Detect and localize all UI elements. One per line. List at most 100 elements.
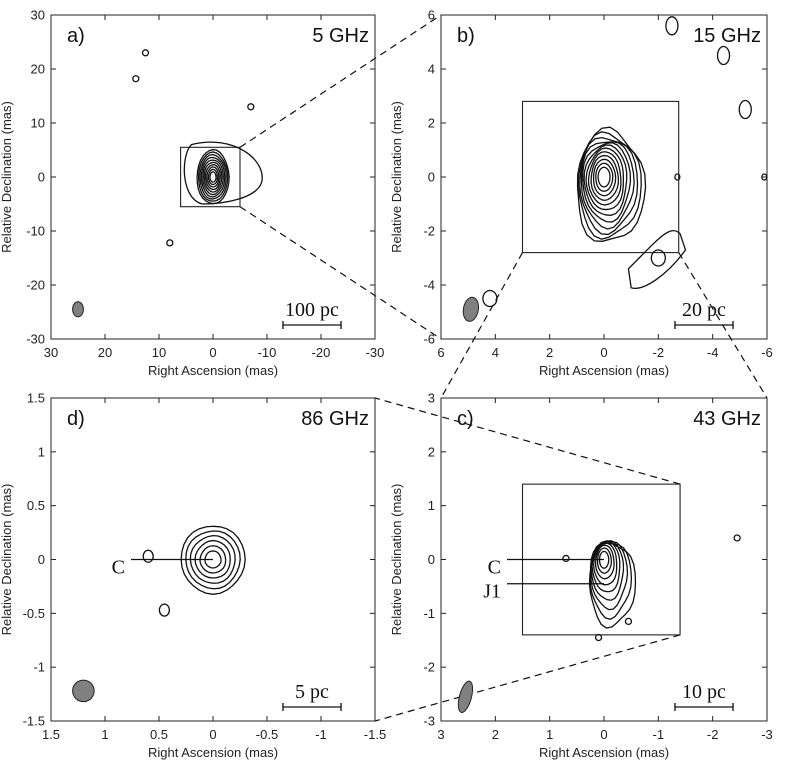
x-tick-label: 0 [600, 345, 607, 360]
y-tick-label: 30 [31, 8, 45, 23]
x-axis-label: Right Ascension (mas) [148, 745, 278, 760]
y-tick-label: 2 [428, 116, 435, 131]
x-tick-label: 30 [44, 345, 58, 360]
jet-component-outer [627, 229, 687, 289]
contour-level [579, 136, 639, 236]
isolated-component [594, 633, 603, 642]
component-label-c: C [488, 557, 501, 579]
y-tick-label: 0 [428, 552, 435, 567]
x-tick-label: -30 [366, 345, 385, 360]
y-tick-label: 4 [428, 62, 435, 77]
component-label-c: C [112, 557, 125, 579]
x-axis-label: Right Ascension (mas) [539, 745, 669, 760]
panel-d: 1.5 1 0.5 0 -0.5 -1 -1.51.510.50-0.5-1-1.5Righ… [0, 391, 386, 761]
x-tick-label: -2 [653, 345, 665, 360]
y-tick-label: 2 [428, 444, 435, 459]
x-tick-label: 3 [437, 727, 444, 742]
contour-level [592, 158, 617, 197]
isolated-component [141, 49, 150, 57]
contour-level [204, 163, 221, 191]
y-tick-label: -2 [423, 660, 435, 675]
contour-level [593, 542, 618, 586]
y-axis-label: Relative Declination (mas) [0, 484, 14, 636]
contour-level [587, 151, 622, 206]
isolated-component [562, 554, 570, 563]
core-contours [196, 148, 230, 205]
x-tick-label: 4 [492, 345, 499, 360]
contour-level [202, 159, 224, 196]
y-tick-label: -1 [33, 660, 45, 675]
y-axis-label: Relative Declination (mas) [389, 101, 404, 253]
contour-level [199, 154, 227, 200]
core-contours [576, 126, 647, 242]
y-tick-label: -10 [26, 224, 45, 239]
x-tick-label: -4 [707, 345, 719, 360]
isolated-component [482, 289, 498, 308]
y-axis-label: Relative Declination (mas) [389, 484, 404, 636]
contour-level [580, 141, 635, 230]
contour-level [200, 156, 226, 198]
x-axis-label: Right Ascension (mas) [148, 363, 278, 378]
x-tick-label: 20 [98, 345, 112, 360]
scale-bar-label: 20 pc [682, 299, 726, 321]
isolated-component [716, 45, 731, 66]
frequency-label: 15 GHz [693, 25, 761, 47]
contour-level [196, 148, 230, 205]
beam-ellipse [72, 679, 95, 703]
y-tick-label: 1 [428, 498, 435, 513]
contour-level [585, 147, 625, 211]
zoom-connector-lines [239, 14, 768, 722]
x-tick-label: 0 [600, 727, 607, 742]
scale-bar-label: 100 pc [285, 299, 339, 321]
isolated-component [738, 99, 752, 120]
x-tick-label: 10 [152, 345, 166, 360]
x-tick-label: -6 [761, 345, 773, 360]
contour-level [596, 547, 613, 574]
contour-level [590, 154, 620, 202]
contour-level [595, 162, 614, 192]
frequency-label: 86 GHz [301, 408, 369, 430]
panel-label: b) [457, 25, 475, 47]
isolated-component [132, 75, 140, 83]
zoom-connector [239, 14, 442, 148]
beam-ellipse [462, 296, 480, 322]
isolated-component [247, 103, 255, 111]
y-tick-label: -1.5 [23, 714, 45, 729]
contour-level [209, 171, 217, 183]
isolated-component [674, 173, 681, 181]
x-tick-label: 6 [437, 345, 444, 360]
zoom-connector [239, 206, 442, 340]
isolated-component [665, 16, 679, 36]
isolated-component [761, 173, 768, 181]
contour-level [589, 540, 629, 611]
y-tick-label: 1 [38, 444, 45, 459]
y-tick-label: -20 [26, 278, 45, 293]
y-tick-label: -4 [423, 278, 435, 293]
scale-bar-label: 10 pc [682, 681, 726, 703]
x-tick-label: 2 [492, 727, 499, 742]
beam-ellipse [457, 680, 474, 713]
zoom-connector [440, 252, 524, 399]
y-tick-label: 3 [428, 391, 435, 406]
x-tick-label: 0 [209, 345, 216, 360]
x-tick-label: 1 [546, 727, 553, 742]
y-tick-label: -1 [423, 606, 435, 621]
contour-level [576, 126, 647, 242]
isolated-component [158, 603, 171, 617]
frequency-label: 5 GHz [312, 25, 369, 47]
core-contours [180, 525, 246, 595]
isolated-component [142, 549, 154, 563]
y-axis-label: Relative Declination (mas) [0, 101, 14, 253]
contour-level [591, 540, 621, 593]
x-tick-label: -1.5 [364, 727, 386, 742]
isolated-component [166, 239, 174, 247]
contour-level [582, 142, 632, 223]
panel-label: a) [67, 25, 85, 47]
y-tick-label: 1.5 [27, 391, 45, 406]
zoom-connector [374, 397, 681, 485]
